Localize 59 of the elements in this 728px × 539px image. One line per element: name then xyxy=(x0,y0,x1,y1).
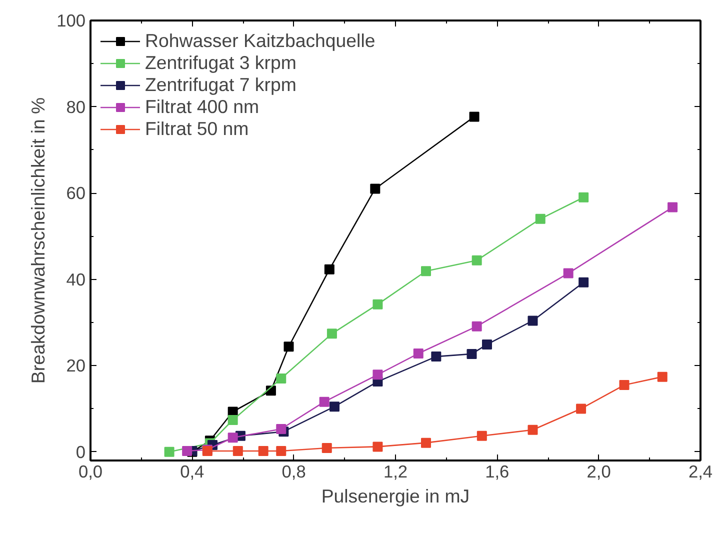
y-tick-label: 80 xyxy=(66,96,86,117)
point xyxy=(668,202,678,212)
point xyxy=(228,414,238,425)
point xyxy=(326,328,337,339)
point xyxy=(472,321,482,332)
point xyxy=(431,352,442,362)
legend-label: Filtrat 50 nm xyxy=(145,118,249,140)
legend-label: Rohwasser Kaitzbachquelle xyxy=(145,30,376,52)
point xyxy=(578,277,589,288)
x-axis-title: Pulsenergie in mJ xyxy=(321,486,470,506)
point xyxy=(476,430,487,441)
point xyxy=(466,348,477,359)
point xyxy=(421,266,431,276)
point xyxy=(657,372,668,382)
x-tick-label: 2,4 xyxy=(688,462,713,482)
x-tick-label: 0,8 xyxy=(282,462,306,482)
point xyxy=(372,299,383,310)
point xyxy=(276,424,286,434)
point xyxy=(330,402,340,412)
point xyxy=(578,192,589,202)
x-tick-label: 1,2 xyxy=(383,462,408,482)
point xyxy=(528,316,538,326)
point xyxy=(413,348,424,359)
point xyxy=(322,442,332,453)
legend-label: Zentrifugat 7 krpm xyxy=(145,74,296,96)
point xyxy=(232,446,243,456)
point xyxy=(482,339,492,350)
x-tick-label: 0,4 xyxy=(180,462,205,482)
point xyxy=(421,438,431,448)
point xyxy=(284,342,294,352)
point xyxy=(372,442,383,452)
point xyxy=(258,446,268,456)
point xyxy=(276,374,286,384)
y-tick-label: 0 xyxy=(76,442,86,462)
point xyxy=(472,255,482,266)
point xyxy=(619,380,630,390)
point xyxy=(469,112,480,122)
y-tick-label: 40 xyxy=(66,269,86,290)
legend-label: Filtrat 400 nm xyxy=(145,96,260,118)
point xyxy=(535,214,546,224)
point xyxy=(164,446,174,457)
y-tick-label: 100 xyxy=(56,10,86,30)
point xyxy=(182,446,192,456)
point xyxy=(528,424,538,435)
x-tick-label: 1,6 xyxy=(485,462,510,482)
point xyxy=(372,370,383,380)
point xyxy=(319,396,330,407)
point xyxy=(228,432,238,443)
point xyxy=(276,446,286,456)
point xyxy=(370,184,380,194)
legend-label: Zentrifugat 3 krpm xyxy=(145,52,296,74)
y-tick-label: 20 xyxy=(66,356,86,376)
point xyxy=(324,264,334,274)
point xyxy=(563,268,574,278)
y-axis-title: Breakdownwahrscheinlichkeit in % xyxy=(28,97,49,384)
point xyxy=(576,404,586,414)
x-tick-label: 2,0 xyxy=(586,462,611,482)
y-tick-label: 60 xyxy=(66,183,86,204)
x-tick-label: 0,0 xyxy=(78,462,103,482)
